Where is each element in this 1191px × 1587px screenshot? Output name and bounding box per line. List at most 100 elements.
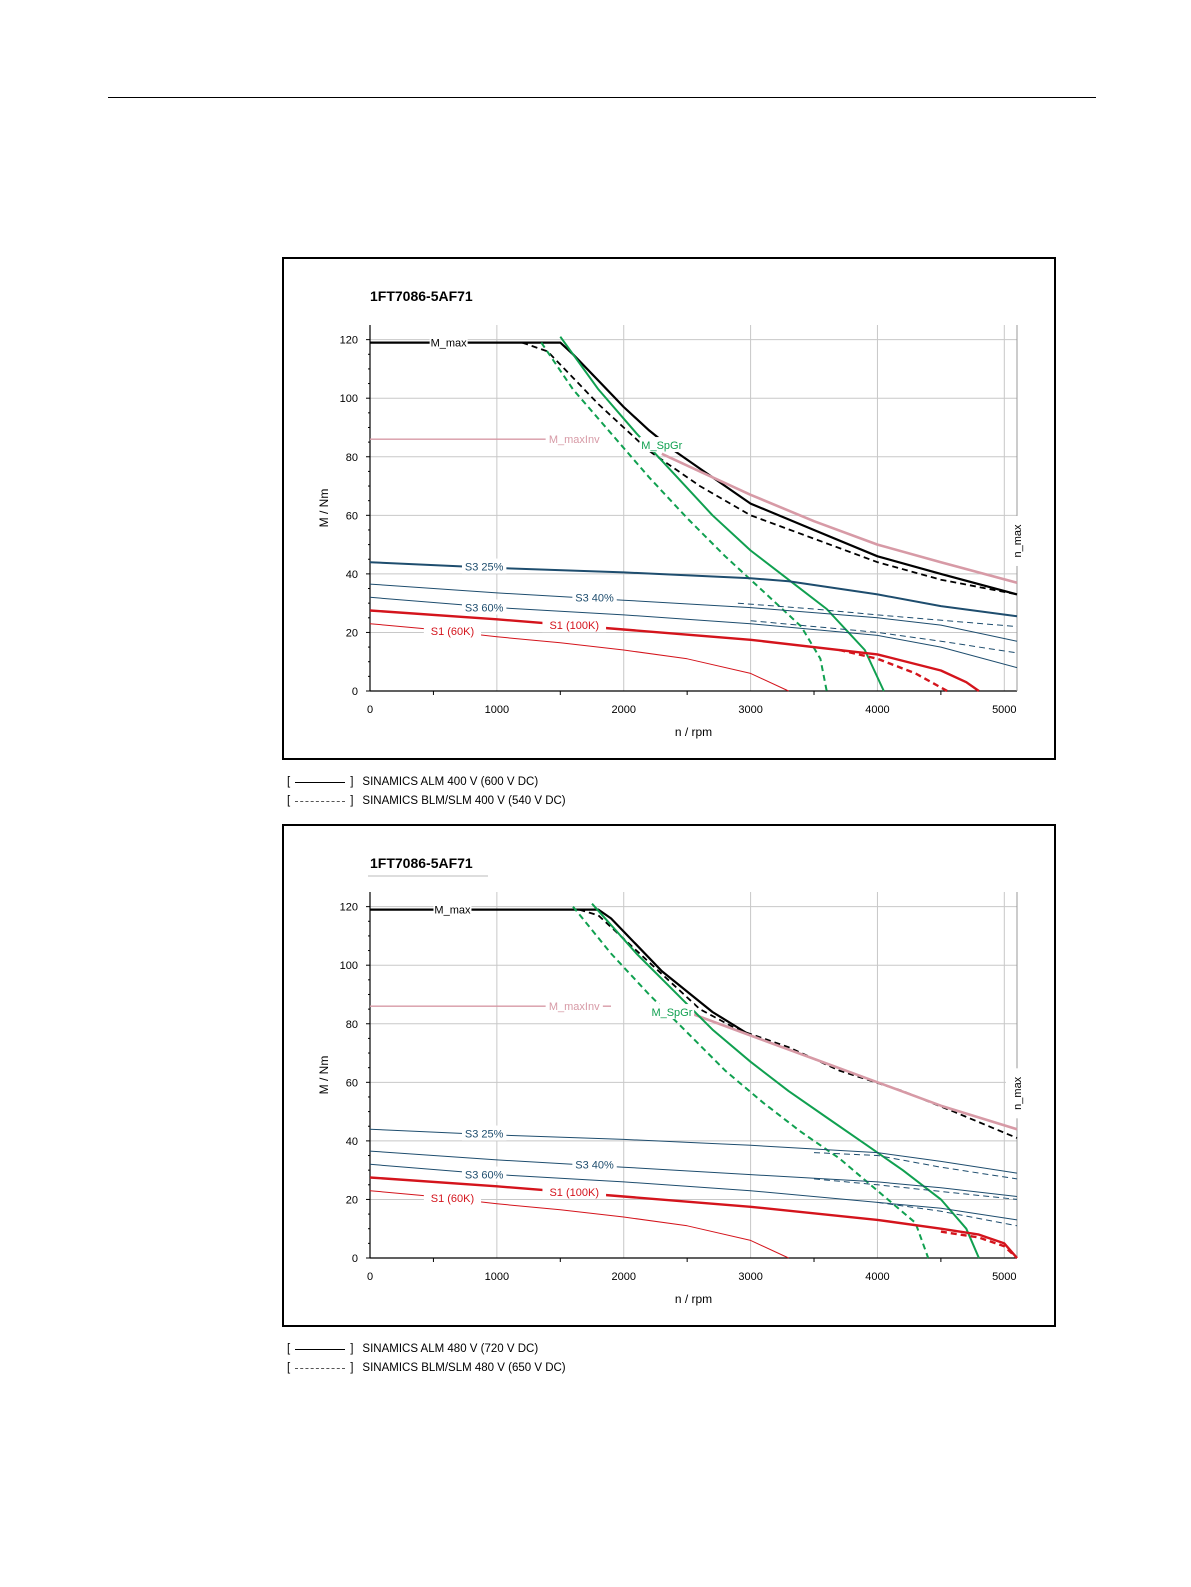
- dashed-line-sample: [295, 1368, 346, 1369]
- x-tick-label: 5000: [992, 704, 1016, 716]
- x-axis-label: n / rpm: [675, 725, 712, 739]
- series-label-bg: [545, 431, 603, 447]
- legend-1-blm-text: SINAMICS BLM/SLM 400 V (540 V DC): [362, 795, 566, 807]
- series-label-bg: [542, 1184, 607, 1200]
- series-label-bg: [639, 437, 684, 453]
- series-line-s3-40: [369, 583, 1018, 642]
- series-label-bg: [572, 1156, 617, 1172]
- series-line-m-spgr: [591, 903, 980, 1259]
- series-label-bg: [461, 1166, 507, 1182]
- n-max-label: n_max: [1012, 1076, 1024, 1110]
- legend-1-solid: [ ] SINAMICS ALM 400 V (600 V DC): [284, 773, 566, 792]
- series-label-bg: [572, 589, 617, 605]
- series-line-s3-40: [369, 1150, 1018, 1197]
- series-label-m-maxinv: M_maxInv: [549, 1001, 600, 1013]
- torque-speed-chart-1: 1FT7086-5AF71 0 1000 2000 3000 4000 5000 0 20 40 6…: [282, 257, 1056, 760]
- series-label-bg: [461, 1125, 507, 1141]
- solid-line-sample: [295, 782, 346, 783]
- series-label-m-maxinv: M_maxInv: [549, 434, 600, 446]
- series-label-m-spgr: M_SpGr: [651, 1007, 692, 1019]
- y-tick-label: 60: [346, 1077, 358, 1089]
- series-line-variant-13: [940, 1230, 1018, 1259]
- series-line-variant-5: [572, 905, 930, 1259]
- series-line-m-max: [370, 908, 752, 1037]
- series-label-m-spgr: M_SpGr: [641, 440, 682, 452]
- series-label-s3-40: S3 40%: [575, 1159, 614, 1171]
- legend-bracket: [: [287, 1343, 291, 1355]
- y-tick-label: 120: [340, 902, 358, 914]
- y-tick-label: 120: [340, 335, 358, 347]
- n-max-label: n_max: [1012, 524, 1024, 558]
- y-tick-label: 80: [346, 1019, 358, 1031]
- dashed-line-sample: [295, 801, 346, 802]
- y-tick-label: 80: [346, 452, 358, 464]
- legend-bracket: ]: [350, 795, 354, 807]
- legend-2-solid: [ ] SINAMICS ALM 480 V (720 V DC): [284, 1340, 566, 1359]
- legend-2-dashed: [ ] SINAMICS BLM/SLM 480 V (650 V DC): [284, 1359, 566, 1378]
- solid-line-sample: [295, 1349, 346, 1350]
- legend-bracket: [: [287, 776, 291, 788]
- y-tick-label: 0: [352, 686, 358, 698]
- x-tick-label: 3000: [738, 1271, 762, 1283]
- legend-1-alm-text: SINAMICS ALM 400 V (600 V DC): [362, 776, 539, 788]
- legend-bracket: ]: [350, 776, 354, 788]
- series-label-m-max: M_max: [431, 338, 468, 350]
- series-line-variant-1: [521, 341, 1018, 596]
- x-tick-label: 0: [367, 704, 373, 716]
- y-tick-label: 100: [340, 960, 358, 972]
- series-label-bg: [423, 622, 482, 638]
- series-line-variant-8: [737, 602, 1018, 628]
- series-line-variant-11: [877, 1201, 1018, 1227]
- series-label-s1-60k: S1 (60K): [431, 1193, 474, 1205]
- series-label-s1-100k: S1 (100K): [549, 620, 599, 632]
- x-tick-label: 2000: [611, 704, 635, 716]
- chart-1-svg: 1FT7086-5AF71 0 1000 2000 3000 4000 5000 0 20 40 6…: [317, 288, 1028, 739]
- series-label-bg: [542, 617, 607, 633]
- series-line-variant-5: [540, 342, 828, 692]
- y-tick-label: 20: [346, 1194, 358, 1206]
- y-axis-label: M / Nm: [317, 1056, 331, 1095]
- page-top-rule: [108, 97, 1096, 98]
- y-axis-label: M / Nm: [317, 489, 331, 528]
- y-tick-label: 40: [346, 569, 358, 581]
- y-tick-label: 60: [346, 510, 358, 522]
- x-tick-label: 4000: [865, 1271, 889, 1283]
- series-label-s3-25: S3 25%: [465, 1129, 504, 1141]
- legend-2: [ ] SINAMICS ALM 480 V (720 V DC) [ ] SI…: [284, 1340, 566, 1378]
- legend-bracket: ]: [350, 1343, 354, 1355]
- x-tick-label: 0: [367, 1271, 373, 1283]
- legend-1-dashed: [ ] SINAMICS BLM/SLM 400 V (540 V DC): [284, 792, 566, 811]
- series-line-variant-3: [661, 452, 1018, 584]
- x-tick-label: 2000: [611, 1271, 635, 1283]
- chart-2-svg: 1FT7086-5AF71 0 1000 2000 3000 4000 5000 0 20 40 6…: [317, 855, 1028, 1306]
- legend-bracket: [: [287, 795, 291, 807]
- legend-2-blm-text: SINAMICS BLM/SLM 480 V (650 V DC): [362, 1362, 566, 1374]
- x-tick-label: 1000: [485, 704, 509, 716]
- series-line-variant-12: [839, 648, 948, 693]
- series-line-s1-100k: [369, 1176, 1018, 1259]
- series-label-bg: [429, 334, 468, 350]
- series-line-variant-10: [750, 620, 1018, 654]
- n-max-label-bg: [1006, 515, 1028, 566]
- series-line-variant-3: [686, 1010, 1018, 1131]
- y-tick-label: 40: [346, 1136, 358, 1148]
- y-tick-label: 0: [352, 1253, 358, 1265]
- legend-1: [ ] SINAMICS ALM 400 V (600 V DC) [ ] SI…: [284, 773, 566, 811]
- legend-bracket: ]: [350, 1362, 354, 1374]
- y-tick-label: 20: [346, 627, 358, 639]
- series-label-bg: [423, 1189, 482, 1205]
- series-label-m-max: M_max: [434, 905, 471, 917]
- legend-bracket: [: [287, 1362, 291, 1374]
- torque-speed-chart-2: 1FT7086-5AF71 0 1000 2000 3000 4000 5000 0 20 40 6…: [282, 824, 1056, 1327]
- series-line-s3-25: [369, 561, 1018, 618]
- legend-2-alm-text: SINAMICS ALM 480 V (720 V DC): [362, 1343, 539, 1355]
- n-max-label-bg: [1006, 1068, 1028, 1119]
- series-label-s3-25: S3 25%: [465, 562, 504, 574]
- x-tick-label: 3000: [738, 704, 762, 716]
- series-line-s1-100k: [369, 609, 980, 692]
- series-label-bg: [545, 998, 603, 1014]
- x-tick-label: 5000: [992, 1271, 1016, 1283]
- x-tick-label: 4000: [865, 704, 889, 716]
- x-axis-label: n / rpm: [675, 1292, 712, 1306]
- series-label-bg: [649, 1004, 695, 1020]
